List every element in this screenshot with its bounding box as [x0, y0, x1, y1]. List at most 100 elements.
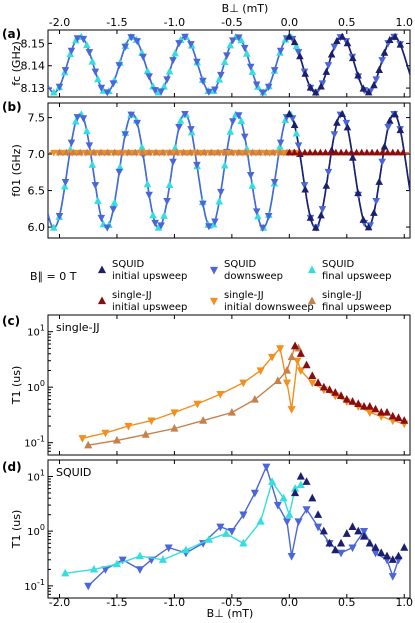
top-tick-label: -1.0	[164, 16, 185, 29]
squid-final-point	[254, 212, 262, 220]
sjj-final-point	[131, 148, 139, 156]
squid-down-point	[270, 179, 279, 187]
squid-down-point	[234, 34, 243, 42]
squid-up-point	[396, 40, 405, 48]
bottom-tick-label: -1.0	[164, 596, 185, 609]
squid-down-point	[252, 81, 261, 89]
legend-marker-sjj_down	[209, 297, 219, 306]
sjj-up-point	[321, 148, 330, 156]
squid-up-point	[375, 65, 383, 74]
squid-up-point	[380, 48, 389, 56]
top-tick-label: 0.5	[338, 16, 356, 29]
sjj-final-point	[180, 148, 188, 156]
sjj-final-point	[90, 148, 98, 156]
squid-final-point	[110, 198, 119, 206]
squid-down-point	[300, 182, 309, 190]
squid-up-point	[359, 215, 368, 223]
y-axis-label: f01 (GHz)	[10, 144, 23, 197]
sjj-down-point	[279, 149, 288, 157]
squid-up-point	[317, 211, 325, 219]
squid-down-point	[258, 224, 267, 232]
y-tick-label: 8.15	[21, 37, 46, 50]
squid-down-point	[372, 76, 380, 84]
squid_up-point	[302, 477, 311, 485]
legend-marker-sjj_up	[97, 296, 107, 305]
panel-c: 101 100 10-1 T1 (us) single-JJ	[10, 314, 411, 456]
sjj-down-point	[211, 149, 219, 157]
squid-down-point	[79, 115, 88, 123]
squid_down-point	[314, 523, 323, 532]
squid-down-point	[121, 43, 130, 51]
squid-down-point	[175, 40, 183, 48]
squid_up-point	[365, 538, 374, 547]
squid-final-point	[220, 161, 229, 169]
squid-up-point	[364, 88, 373, 96]
squid-down-point	[193, 161, 201, 169]
legend-sublabel-squid_down: downsweep	[224, 271, 283, 282]
squid-down-point	[217, 188, 225, 196]
squid_up-point	[342, 529, 351, 537]
sjj-up-point	[311, 148, 319, 156]
sjj-final-point	[69, 148, 77, 156]
panelD-frame	[47, 459, 411, 599]
sjj_final-point	[282, 365, 292, 374]
squid-down-point	[342, 119, 351, 128]
squid_final-point	[239, 538, 248, 547]
sjj_up-point	[308, 371, 317, 380]
squid-down-point	[240, 44, 249, 53]
squid-final-point	[149, 211, 157, 219]
squid-down-point	[223, 52, 231, 60]
sjj_up-point	[325, 385, 334, 393]
squid-final-point	[165, 180, 174, 188]
squid-down-point	[211, 86, 219, 94]
sjj_final-point	[141, 430, 150, 438]
squid-up-point	[327, 50, 336, 58]
squid-up-point	[364, 223, 373, 231]
legend-label-squid_final: SQUID	[322, 259, 354, 270]
bottom-tick-label: -2.0	[49, 596, 70, 609]
squid_final-point	[222, 529, 231, 537]
squid-final-point	[226, 127, 235, 135]
squid-down-point	[240, 133, 249, 141]
sjj-final-point	[214, 148, 222, 156]
sjj_up-point	[388, 411, 397, 420]
squid-down-point	[229, 37, 237, 45]
squid_final-point	[181, 545, 190, 554]
sjj-final-point	[235, 148, 243, 156]
squid_up-point	[319, 526, 328, 535]
squid-down-point	[169, 57, 177, 65]
sjj-down-point	[266, 149, 274, 157]
squid-up-point	[306, 83, 315, 91]
squid-up-point	[333, 118, 341, 126]
sjj-up-point	[316, 148, 324, 156]
sjj-final-point	[159, 148, 167, 156]
sjj-down-point	[183, 149, 191, 157]
sjj-final-point	[138, 148, 146, 156]
top-tick-label: -2.0	[49, 16, 70, 29]
sjj-down-point	[197, 149, 205, 157]
squid-down-point	[187, 41, 195, 49]
sjj_down-point	[282, 379, 292, 388]
y-axis-label: fc (GHz)	[10, 41, 23, 86]
squid_down-point	[135, 566, 144, 574]
squid-up-point	[290, 120, 299, 128]
squid_up-point	[377, 548, 386, 557]
y-tick-label: 7.5	[28, 112, 46, 125]
squid-final-point	[243, 49, 251, 57]
squid-down-point	[103, 89, 112, 97]
squid-down-point	[109, 206, 118, 214]
squid-down-point	[199, 77, 207, 85]
sjj_down-point	[296, 367, 305, 375]
squid-up-point	[375, 177, 383, 185]
squid-final-point	[248, 67, 257, 75]
sjj-final-point	[248, 148, 257, 156]
squid_down-point	[388, 573, 397, 581]
squid_up-point	[394, 551, 403, 560]
sjj-final-point	[200, 148, 208, 156]
squid_down-point	[287, 552, 296, 561]
squid-down-point	[181, 111, 189, 119]
sjj-final-point	[207, 148, 215, 156]
squid_final-point	[279, 493, 288, 502]
squid_up-point	[382, 551, 392, 560]
sjj-final-point	[111, 148, 119, 156]
